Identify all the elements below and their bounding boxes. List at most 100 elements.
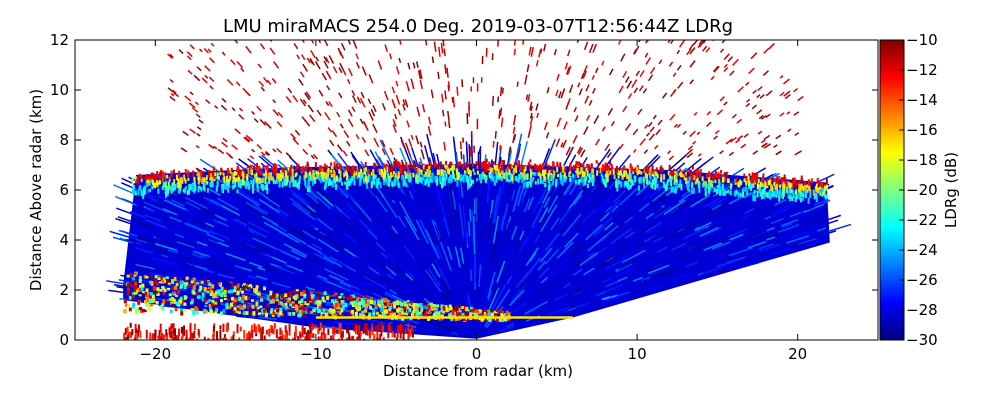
noise-dash <box>308 105 313 112</box>
noise-dash <box>396 81 398 86</box>
cloud-top-cell <box>170 186 172 192</box>
cloud-top-cell <box>429 178 431 183</box>
noise-dash <box>326 101 329 105</box>
ground-clutter <box>289 324 291 331</box>
cloud-top-cell <box>248 183 250 189</box>
cloud-top-cell <box>323 166 325 172</box>
noise-dash <box>197 67 201 71</box>
ground-clutter <box>304 328 306 335</box>
cloud-top-cell <box>649 169 651 172</box>
noise-dash <box>628 94 631 99</box>
noise-dash <box>741 144 746 148</box>
cloud-top-cell <box>250 169 252 175</box>
cloud-top-cell <box>206 181 208 185</box>
noise-dash <box>758 131 762 134</box>
low-layer-cell <box>433 304 436 308</box>
ground-clutter <box>297 336 299 343</box>
low-layer-cell <box>176 283 179 286</box>
cloud-top-cell <box>821 182 823 188</box>
cloud-top-cell <box>135 191 137 196</box>
cloud-top-cell <box>308 182 310 188</box>
noise-dash <box>529 47 531 56</box>
noise-dash <box>205 76 208 79</box>
cloud-top-cell <box>141 179 143 182</box>
noise-dash <box>211 43 214 46</box>
cloud-top-cell <box>200 187 202 191</box>
ground-clutter <box>160 324 162 333</box>
cloud-top-cell <box>466 161 468 167</box>
cloud-top-cell <box>622 175 624 180</box>
noise-dash <box>356 135 359 139</box>
low-layer-cell <box>213 293 216 298</box>
low-layer-cell <box>281 303 284 306</box>
low-layer-cell <box>276 308 279 312</box>
noise-dash <box>258 64 261 68</box>
low-layer-cell <box>445 307 448 311</box>
noise-dash <box>527 64 528 72</box>
cloud-top-cell <box>151 186 153 189</box>
cloud-top-cell <box>808 179 810 185</box>
low-layer-cell <box>183 303 186 306</box>
low-layer-cell <box>429 311 432 313</box>
cloud-top-cell <box>418 171 420 176</box>
low-layer-cell <box>211 284 214 288</box>
ground-clutter <box>224 338 226 346</box>
cloud-top-cell <box>795 197 797 203</box>
cloud-top-cell <box>770 184 772 190</box>
low-layer-cell <box>171 304 174 308</box>
cloud-top-cell <box>782 189 784 196</box>
ground-clutter <box>374 334 376 343</box>
cloud-top-cell <box>444 172 446 176</box>
noise-dash <box>669 62 672 66</box>
noise-dash <box>254 119 258 123</box>
cloud-top-cell <box>335 184 337 190</box>
noise-dash <box>250 156 254 159</box>
cloud-top-cell <box>326 165 328 168</box>
cloud-top-cell <box>587 173 589 176</box>
cloud-top-cell <box>754 190 756 194</box>
low-layer-cell <box>132 303 135 307</box>
low-layer-cell <box>358 302 361 307</box>
noise-dash <box>724 54 729 60</box>
low-layer-cell <box>146 296 149 301</box>
cloud-top-cell <box>602 180 604 183</box>
low-layer-cell <box>288 312 291 316</box>
cloud-top-cell <box>460 175 462 179</box>
low-layer-cell <box>154 290 157 294</box>
cloud-top-cell <box>321 172 323 176</box>
low-layer-cell <box>238 311 241 314</box>
low-layer-cell <box>329 308 332 312</box>
cloud-top-cell <box>637 171 639 175</box>
colorbar-tick-label: −14 <box>906 91 938 109</box>
cloud-top-cell <box>630 167 632 172</box>
low-layer-cell <box>127 283 130 286</box>
noise-dash <box>732 114 736 118</box>
low-layer-cell <box>408 308 411 312</box>
cloud-top-cell <box>748 176 750 183</box>
cloud-top-cell <box>799 191 801 194</box>
plot-area <box>106 32 851 347</box>
cloud-top-cell <box>368 169 370 175</box>
low-layer-cell <box>150 304 153 306</box>
cloud-top-cell <box>439 175 441 182</box>
cloud-top-cell <box>209 182 211 187</box>
cloud-top-cell <box>462 164 464 170</box>
cloud-top-cell <box>472 163 474 167</box>
cloud-top-cell <box>458 172 460 177</box>
cloud-top-cell <box>401 165 403 170</box>
low-layer-cell <box>132 277 135 280</box>
noise-dash <box>405 99 407 107</box>
cloud-top-cell <box>575 161 577 167</box>
noise-dash <box>559 91 561 98</box>
cloud-top-cell <box>494 165 496 170</box>
cloud-top-cell <box>788 191 790 197</box>
cloud-top-cell <box>428 182 430 187</box>
noise-dash <box>445 64 446 73</box>
low-layer-cell <box>272 312 275 315</box>
cloud-top-cell <box>429 170 431 174</box>
cloud-top-cell <box>234 182 236 188</box>
noise-dash <box>643 88 646 93</box>
cloud-top-cell <box>378 178 380 184</box>
low-layer-cell <box>204 305 207 307</box>
cloud-top-cell <box>743 187 745 191</box>
